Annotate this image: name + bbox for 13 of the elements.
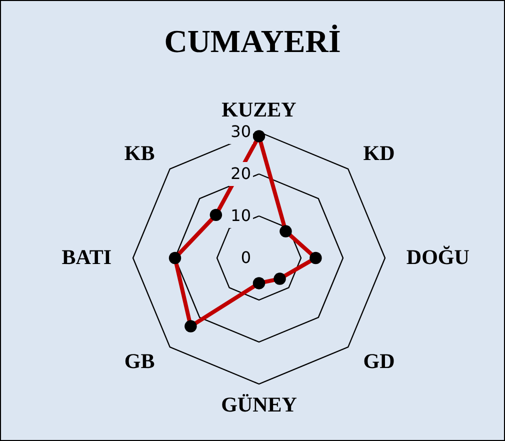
spoke-label: BATI — [62, 245, 112, 269]
spoke-label: GB — [124, 349, 155, 374]
spoke-label: KB — [124, 140, 155, 165]
spoke-label: DOĞU — [406, 245, 470, 269]
y-tick-label: 20 — [230, 164, 251, 183]
spoke-label: GÜNEY — [221, 392, 297, 416]
spoke-label: KD — [363, 140, 395, 165]
spoke-label: KUZEY — [222, 98, 296, 122]
y-tick-label: 10 — [230, 206, 251, 225]
y-tick-label: 30 — [230, 122, 251, 141]
spoke-label: GD — [363, 349, 395, 374]
chart-title: CUMAYERİ — [164, 23, 341, 59]
y-tick-label: 0 — [240, 248, 251, 267]
